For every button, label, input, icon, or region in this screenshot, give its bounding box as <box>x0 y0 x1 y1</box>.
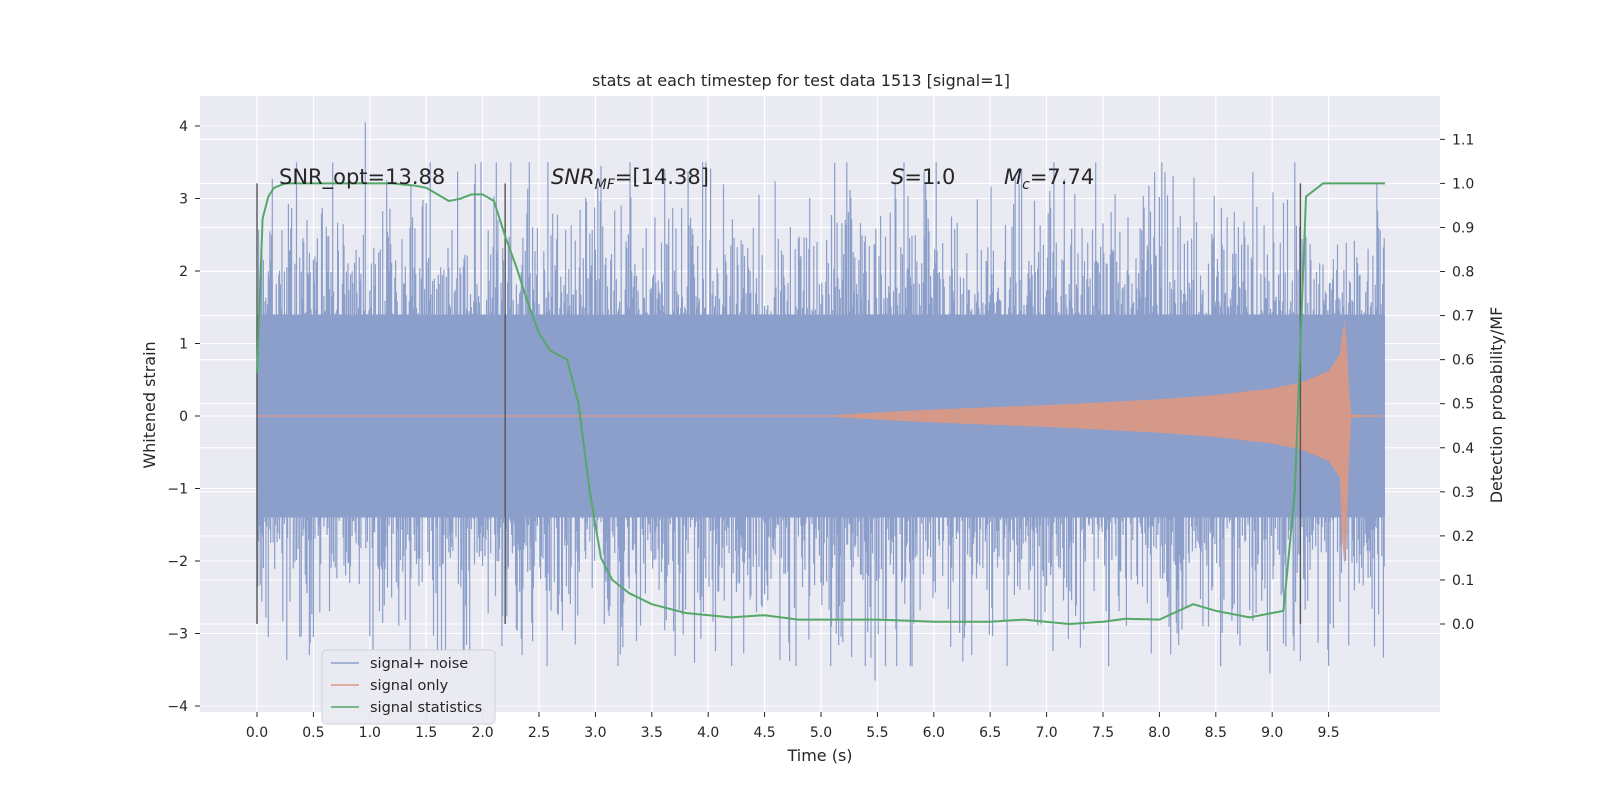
annotation-mc-rest: =7.74 <box>1030 165 1094 189</box>
vertical-marker-lines <box>256 183 1302 624</box>
x-tick-label: 0.0 <box>246 725 268 741</box>
y2-axis-label: Detection probability/MF <box>1487 307 1506 504</box>
x-tick-label: 4.0 <box>697 725 719 741</box>
y2-tick-label: 1.1 <box>1452 132 1474 148</box>
legend-box <box>321 649 496 725</box>
signal-statistics-line <box>256 182 1385 625</box>
x-tick-label: 4.5 <box>753 725 775 741</box>
x-tick-label: 0.5 <box>302 725 324 741</box>
y-tick-label: 0 <box>179 409 188 425</box>
y-tick-label: −2 <box>167 554 188 570</box>
annotation-snr-mf: SNRMF=[14.38] <box>551 165 709 193</box>
x-tick-label: 1.5 <box>415 725 437 741</box>
x-tick-label: 6.5 <box>979 725 1001 741</box>
series-signal-statistics <box>256 182 1385 625</box>
x-tick-label: 7.5 <box>1092 725 1114 741</box>
x-tick-label: 7.0 <box>1035 725 1057 741</box>
y2-tick-label: 0.6 <box>1452 353 1474 369</box>
y2-tick-label: 0.4 <box>1452 441 1474 457</box>
y2-tick-label: 1.0 <box>1452 176 1474 192</box>
legend-label-signal-noise: signal+ noise <box>370 656 468 672</box>
y-tick-label: 2 <box>179 264 188 280</box>
annotation-snr-mf-rest: =[14.38] <box>615 165 709 189</box>
x-axis-ticks: 0.0 0.5 1.0 1.5 2.0 2.5 3.0 3.5 4.0 4.5 5.0 5.5 6.0 6… <box>246 712 1340 741</box>
x-tick-label: 9.0 <box>1261 725 1283 741</box>
y-tick-label: 3 <box>179 192 188 208</box>
y-tick-label: 1 <box>179 337 188 353</box>
annotation-mc: Mc=7.74 <box>1004 165 1094 193</box>
y2-tick-label: 0.1 <box>1452 573 1474 589</box>
y2-tick-label: 0.8 <box>1452 265 1474 281</box>
y-tick-label: −1 <box>167 482 188 498</box>
x-tick-label: 5.5 <box>866 725 888 741</box>
y2-tick-label: 0.5 <box>1452 397 1474 413</box>
legend: signal+ noise signal only signal statist… <box>321 649 496 725</box>
annotation-snr-mf-sub: MF <box>595 177 616 193</box>
x-tick-label: 3.0 <box>584 725 606 741</box>
x-tick-label: 3.5 <box>641 725 663 741</box>
y-tick-label: −3 <box>167 627 188 643</box>
x-tick-label: 2.0 <box>471 725 493 741</box>
annotation-s-rest: =1.0 <box>904 165 955 189</box>
x-tick-label: 1.0 <box>359 725 381 741</box>
series-signal-only <box>257 319 1385 566</box>
x-tick-label: 8.0 <box>1148 725 1170 741</box>
x-axis-label: Time (s) <box>786 746 852 765</box>
y2-tick-label: 0.3 <box>1452 485 1474 501</box>
x-tick-label: 8.5 <box>1205 725 1227 741</box>
y2-tick-label: 0.2 <box>1452 529 1474 545</box>
annotation-snr-mf-base: SNR <box>551 165 595 189</box>
y-tick-label: 4 <box>179 119 188 135</box>
legend-label-signal-statistics: signal statistics <box>370 700 482 716</box>
x-tick-label: 2.5 <box>528 725 550 741</box>
annotation-mc-var: M <box>1004 165 1022 189</box>
x-tick-label: 6.0 <box>923 725 945 741</box>
y-tick-label: −4 <box>167 699 188 715</box>
annotation-snr-opt: SNR_opt=13.88 <box>279 165 445 190</box>
y-axis-ticks: 4 3 2 1 0 −1 −2 −3 −4 <box>167 119 200 715</box>
legend-label-signal-only: signal only <box>370 678 449 694</box>
x-tick-label: 5.0 <box>810 725 832 741</box>
annotation-s: S=1.0 <box>891 165 955 189</box>
y2-axis-ticks: 1.1 1.0 0.9 0.8 0.7 0.6 0.5 0.4 0.3 0.2 0.1 0.0 <box>1440 132 1474 633</box>
y-axis-label: Whitened strain <box>140 341 159 468</box>
y2-tick-label: 0.9 <box>1452 220 1474 236</box>
chart-title: stats at each timestep for test data 151… <box>592 71 1010 90</box>
annotation-s-var: S <box>891 165 904 189</box>
x-tick-label: 9.5 <box>1317 725 1339 741</box>
y2-tick-label: 0.7 <box>1452 309 1474 325</box>
annotation-mc-sub: c <box>1022 177 1030 193</box>
y2-tick-label: 0.0 <box>1452 617 1474 633</box>
